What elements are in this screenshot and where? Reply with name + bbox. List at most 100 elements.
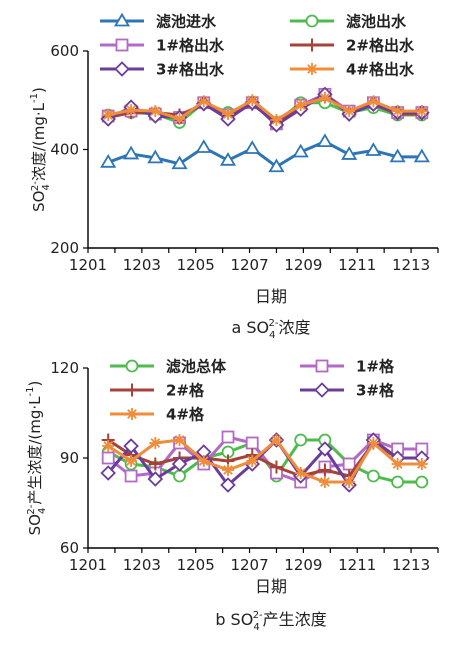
chart-a-so4-concentration: 200 400 600 1201 1203 1205 1207 1209 1211 1213 日期 S…: [29, 12, 439, 341]
chart-a-caption: a SO42-浓度: [231, 318, 310, 341]
chart-b-data-point: [221, 430, 235, 444]
chart-b-data-point: [415, 475, 429, 489]
chart-b-legend-label: 3#格: [356, 382, 395, 400]
chart-b-legend-marker: [125, 383, 139, 397]
chart-b-data-point: [173, 434, 186, 446]
chart-b-x-axis-label: 日期: [255, 577, 287, 596]
chart-a-data-point: [100, 154, 117, 168]
chart-b-x-tick-label: 1211: [338, 556, 376, 574]
chart-a-data-point: [197, 95, 210, 108]
chart-a-data-point: [270, 113, 283, 126]
chart-b-legend-label: 滤池总体: [166, 358, 227, 376]
chart-a-series-line: [107, 96, 422, 122]
chart-b-data-point: [222, 464, 234, 476]
chart-b-y-tick-label: 90: [60, 449, 79, 467]
chart-b-data-point: [391, 475, 405, 489]
chart-a-legend-marker: [115, 38, 129, 52]
chart-a-data-point: [316, 133, 334, 148]
chart-b-legend-marker: [315, 359, 329, 373]
chart-a-data-point: [246, 94, 259, 107]
chart-a-data-point: [415, 105, 428, 118]
chart-a-data-point: [391, 105, 404, 118]
chart-b-data-point: [102, 440, 115, 452]
chart-b-data-point: [246, 455, 259, 467]
chart-b-data-point: [148, 457, 162, 471]
chart-a-legend-marker: [114, 61, 130, 77]
chart-a-data-point: [244, 140, 261, 154]
chart-a-legend-label: 1#格出水: [156, 37, 225, 55]
chart-a-y-tick-label: 200: [50, 239, 79, 257]
chart-a-x-tick-label: 1203: [123, 256, 161, 274]
chart-a-legend-marker: [305, 38, 319, 52]
chart-b-data-point: [270, 434, 283, 446]
chart-b-legend-marker: [126, 408, 138, 420]
chart-a-data-point: [318, 91, 331, 104]
chart-a-y-axis-label: SO42-浓度/(mg·L-1): [29, 87, 52, 212]
chart-b-y-tick-label: 120: [50, 359, 79, 377]
chart-b-data-point: [173, 469, 186, 483]
chart-a-data-point: [367, 95, 380, 108]
chart-a-legend-label: 2#格出水: [346, 37, 415, 55]
chart-a-data-point: [102, 109, 115, 122]
chart-a-legend-marker: [113, 12, 131, 27]
chart-a-data-point: [389, 148, 406, 163]
chart-b-data-point: [415, 458, 428, 470]
chart-a-data-point: [413, 148, 430, 163]
chart-b-legend-label: 2#格: [166, 382, 205, 400]
chart-a-series-6: [102, 91, 428, 126]
chart-b-data-point: [367, 437, 380, 449]
chart-b-legend: 滤池总体 1#格 2#格 3#格 4#格: [110, 358, 395, 424]
chart-b-data-point: [342, 457, 356, 471]
chart-a-legend-label: 滤池出水: [346, 13, 407, 31]
chart-b-data-point: [147, 471, 164, 487]
chart-a-legend-label: 3#格出水: [156, 61, 225, 79]
chart-b-data-point: [197, 455, 210, 467]
chart-b-legend-marker: [314, 382, 330, 398]
chart-a-legend-label: 4#格出水: [346, 61, 415, 79]
chart-b-data-point: [294, 467, 307, 479]
chart-b-data-point: [101, 451, 115, 465]
chart-a-x-tick-label: 1201: [69, 256, 107, 274]
chart-a-data-point: [222, 108, 234, 121]
chart-a-x-tick-label: 1209: [284, 256, 322, 274]
chart-a-series-1: [100, 133, 430, 173]
chart-a-data-point: [147, 149, 164, 164]
chart-b-legend-marker: [125, 359, 139, 373]
chart-a-data-point: [268, 158, 285, 173]
chart-b-data-point: [123, 438, 139, 454]
chart-a-x-tick-label: 1207: [230, 256, 268, 274]
chart-a-legend-marker: [305, 14, 319, 28]
chart-a-legend-marker: [306, 63, 318, 75]
chart-b-data-point: [100, 465, 116, 481]
chart-b-x-tick-label: 1201: [69, 556, 107, 574]
chart-b-data-point: [269, 460, 283, 474]
chart-b-data-point: [366, 469, 380, 483]
chart-b-data-point: [318, 476, 331, 488]
chart-a-y-tick-label: 400: [50, 141, 79, 159]
chart-b-x-tick-label: 1203: [123, 556, 161, 574]
chart-a-data-point: [195, 139, 212, 153]
chart-a-data-point: [171, 155, 188, 170]
chart-b-legend-label: 1#格: [356, 358, 395, 376]
chart-b-data-point: [125, 455, 138, 467]
chart-b-data-point: [317, 441, 333, 457]
chart-a-x-tick-label: 1205: [177, 256, 215, 274]
chart-a-data-point: [294, 99, 307, 112]
chart-b-x-tick-label: 1205: [177, 556, 215, 574]
chart-a-y-tick-label: 600: [50, 42, 79, 60]
chart-b-y-tick-label: 60: [60, 539, 79, 557]
chart-a-legend-label: 滤池进水: [156, 13, 217, 31]
chart-a-x-axis-label: 日期: [255, 287, 287, 306]
chart-a-data-point: [219, 152, 237, 166]
chart-b-x-tick-label: 1207: [230, 556, 268, 574]
chart-a-data-point: [125, 104, 138, 117]
chart-b-data-point: [149, 437, 162, 449]
chart-a-data-point: [122, 145, 140, 160]
chart-a-x-tick-label: 1213: [392, 256, 430, 274]
chart-b-data-point: [220, 477, 236, 493]
chart-a-data-point: [149, 105, 162, 118]
chart-b-data-point: [171, 456, 188, 472]
chart-b-data-point: [294, 433, 308, 447]
chart-a-data-point: [173, 112, 186, 125]
chart-b-data-point: [245, 436, 259, 450]
